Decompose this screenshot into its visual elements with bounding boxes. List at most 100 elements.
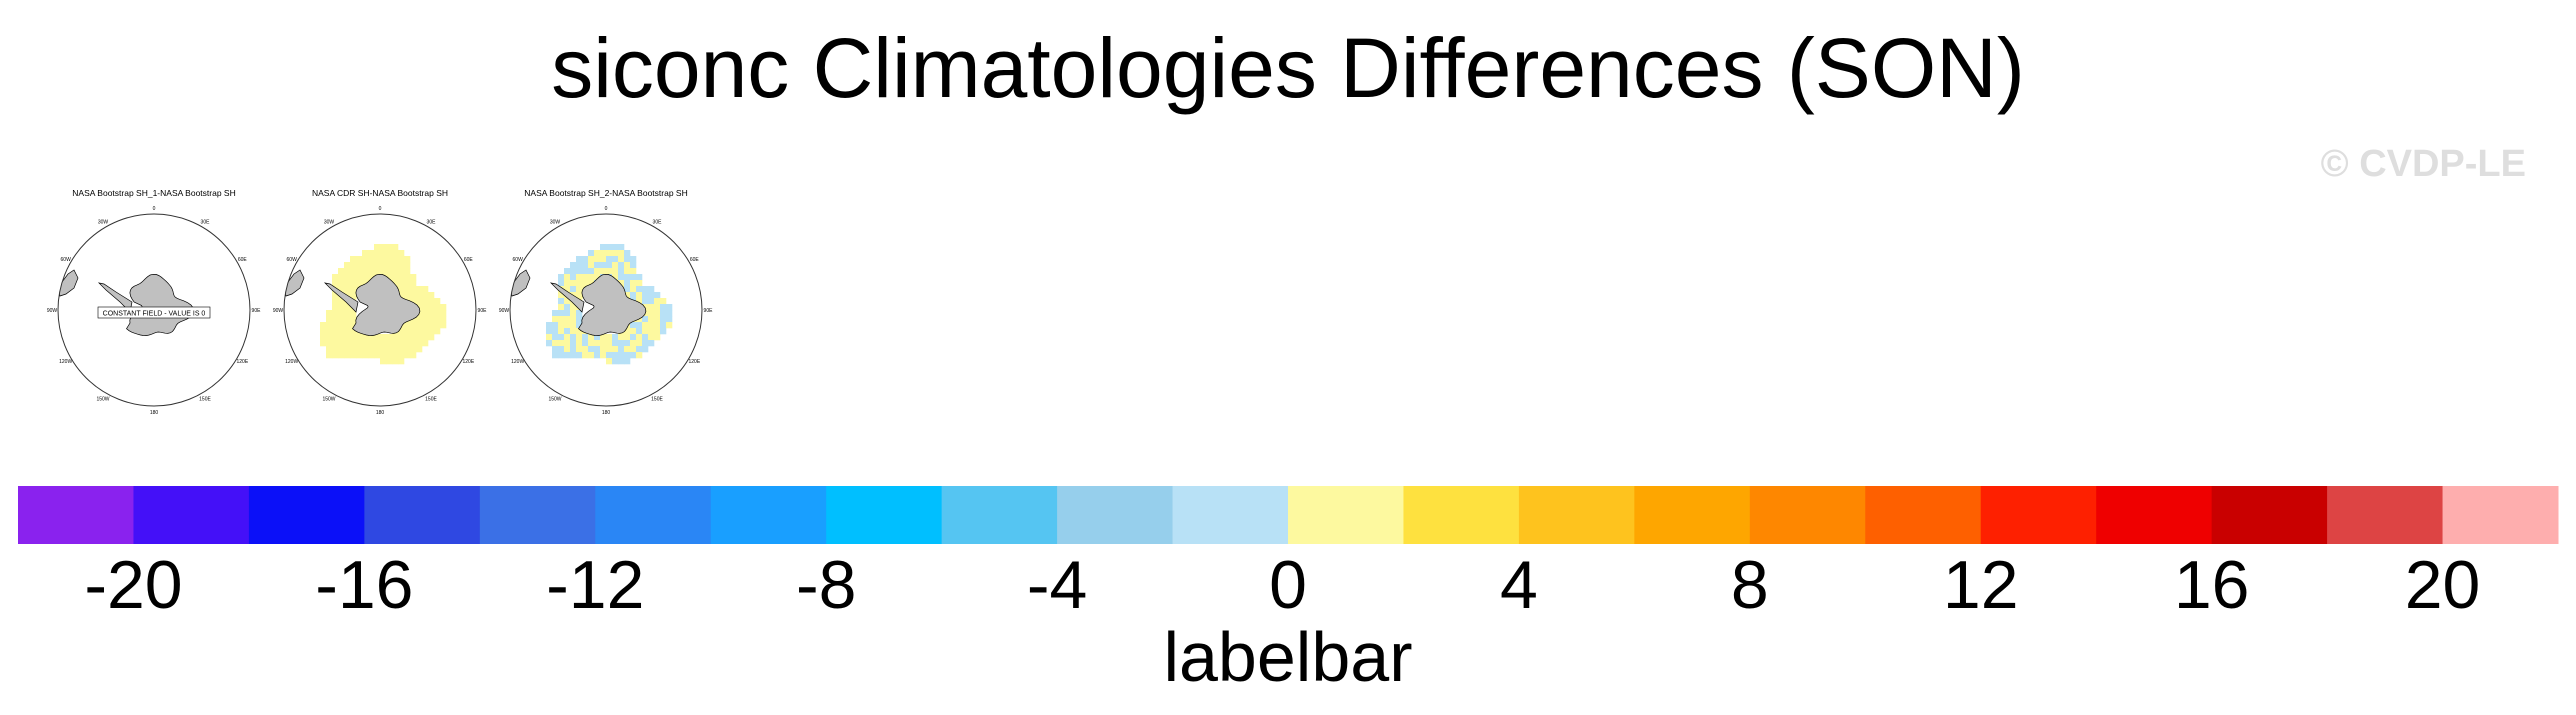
sea-ice-cell	[606, 334, 613, 341]
sea-ice-cell	[344, 310, 351, 317]
land-mass	[58, 269, 79, 297]
sea-ice-cell	[618, 280, 625, 287]
sea-ice-cell	[576, 316, 583, 323]
map-boundary	[509, 213, 703, 407]
map-boundary	[283, 213, 477, 407]
sea-ice-cell	[374, 256, 381, 263]
sea-ice-cell	[588, 280, 595, 287]
sea-ice-cell	[576, 292, 583, 299]
sea-ice-cell	[392, 268, 399, 275]
sea-ice-cell	[558, 298, 565, 305]
sea-ice-cell	[434, 322, 441, 329]
sea-ice-cell	[570, 328, 577, 335]
sea-ice-cell	[398, 286, 405, 293]
sea-ice-cell	[654, 334, 661, 341]
sea-ice-cell	[636, 298, 643, 305]
sea-ice-cell	[428, 292, 435, 299]
sea-ice-cell	[576, 346, 583, 353]
sea-ice-cell	[332, 346, 339, 353]
sea-ice-cell	[350, 340, 357, 347]
sea-ice-cell	[576, 328, 583, 335]
labelbar: -20 -16 -12 -8 -4 0 4 8 12 16 20	[18, 486, 2559, 623]
land-mass	[549, 282, 585, 313]
sea-ice-cell	[564, 322, 571, 329]
sea-ice-cell	[422, 286, 429, 293]
land-mass	[213, 387, 227, 399]
sea-ice-cell	[404, 322, 411, 329]
sea-ice-cell	[618, 346, 625, 353]
sea-ice-cell	[600, 250, 607, 257]
sea-ice-cell	[374, 334, 381, 341]
sea-ice-cell	[422, 316, 429, 323]
sea-ice-cell	[344, 268, 351, 275]
sea-ice-cell	[552, 346, 559, 353]
map-panel-1[interactable]: NASA Bootstrap SH_1-NASA Bootstrap SH 0 3…	[44, 188, 264, 418]
map-panel-2[interactable]: NASA CDR SH-NASA Bootstrap SH 0 30E 60E 90E…	[270, 188, 490, 418]
sea-ice-cell	[648, 322, 655, 329]
sea-ice-cell	[654, 310, 661, 317]
sea-ice-cell	[404, 334, 411, 341]
longitude-label: 60E	[690, 257, 700, 263]
sea-ice-cell	[332, 316, 339, 323]
sea-ice-cell	[558, 280, 565, 287]
map-panel-3[interactable]: NASA Bootstrap SH_2-NASA Bootstrap SH 0 3…	[496, 188, 716, 418]
sea-ice-cell	[332, 340, 339, 347]
polar-map[interactable]: 0 30E 60E 90E 120E 150E 180 150W 120W 90W 60W 30W CO…	[44, 200, 264, 418]
longitude-label: 150E	[425, 396, 437, 402]
sea-ice-cell	[398, 346, 405, 353]
sea-ice-cell	[428, 328, 435, 335]
sea-ice-cell	[392, 280, 399, 287]
sea-ice-cell	[618, 340, 625, 347]
sea-ice-cell	[338, 310, 345, 317]
labelbar-box	[2327, 486, 2444, 544]
land-mass	[237, 371, 250, 389]
sea-ice-cell	[576, 310, 583, 317]
sea-ice-cell	[624, 262, 631, 269]
labelbar-box	[1749, 486, 1866, 544]
sea-ice-cell	[582, 352, 589, 359]
sea-ice-cell	[422, 298, 429, 305]
polar-map[interactable]: 0 30E 60E 90E 120E 150E 180 150W 120W 90W 60W 30W	[496, 200, 716, 418]
sea-ice-cell	[588, 346, 595, 353]
sea-ice-cell	[618, 244, 625, 251]
sea-ice-cell	[368, 274, 375, 281]
sea-ice-cell	[362, 268, 369, 275]
sea-ice-cell	[332, 310, 339, 317]
sea-ice-cell	[356, 256, 363, 263]
sea-ice-cell	[392, 250, 399, 257]
sea-ice-cell	[332, 274, 339, 281]
sea-ice-cell	[606, 256, 613, 263]
sea-ice-cell	[552, 334, 559, 341]
sea-ice-cell	[350, 322, 357, 329]
sea-ice-cell	[386, 334, 393, 341]
longitude-label: 150W	[322, 396, 335, 402]
sea-ice-cell	[380, 346, 387, 353]
sea-ice-cell	[434, 304, 441, 311]
sea-ice-cell	[576, 352, 583, 359]
sea-ice-cell	[558, 274, 565, 281]
sea-ice-cell	[612, 352, 619, 359]
sea-ice-cell	[606, 268, 613, 275]
sea-ice-cell	[642, 292, 649, 299]
labelbar-box	[1518, 486, 1635, 544]
longitude-label: 30E	[201, 220, 211, 226]
sea-ice-cell	[558, 292, 565, 299]
sea-ice-cell	[630, 256, 637, 263]
sea-ice-cell	[338, 346, 345, 353]
sea-ice-cell	[428, 334, 435, 341]
sea-ice-cell	[618, 268, 625, 275]
polar-map[interactable]: 0 30E 60E 90E 120E 150E 180 150W 120W 90W 60W 30W	[270, 200, 490, 418]
sea-ice-cell	[392, 352, 399, 359]
sea-ice-cell	[350, 316, 357, 323]
sea-ice-cell	[564, 334, 571, 341]
land-mass	[510, 269, 531, 297]
sea-ice-cell	[386, 346, 393, 353]
sea-ice-cell	[350, 274, 357, 281]
sea-ice-cell	[564, 346, 571, 353]
sea-ice-cell	[386, 358, 393, 365]
sea-ice-cell	[642, 316, 649, 323]
sea-ice-cell	[558, 310, 565, 317]
sea-ice-cell	[416, 316, 423, 323]
sea-ice-cell	[630, 262, 637, 269]
labelbar-tick-label: -8	[796, 547, 856, 623]
